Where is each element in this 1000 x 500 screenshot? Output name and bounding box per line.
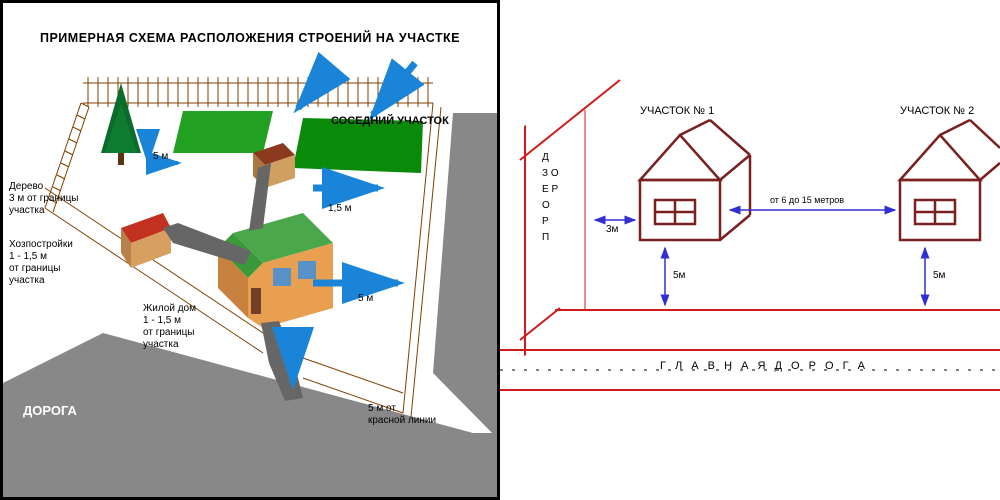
outbuilding-icon [121, 213, 171, 268]
dim2: 1,5 м [328, 203, 352, 215]
tree-icon [101, 83, 141, 165]
tree-text: Дерево 3 м от границы участка [9, 181, 79, 217]
right-diagram: УЧАСТОК № 1 УЧАСТОК № 2 от 6 до 15 метро… [500, 0, 1000, 500]
dist-3m: 3м [606, 224, 618, 236]
house-icon [218, 213, 333, 328]
plot1-title: УЧАСТОК № 1 [640, 105, 714, 118]
house-2-icon [900, 120, 1000, 240]
dist-5m-2: 5м [933, 270, 945, 282]
side-road-label: ДЗ ОЕ РОРП [542, 150, 559, 246]
left-title: ПРИМЕРНАЯ СХЕМА РАСПОЛОЖЕНИЯ СТРОЕНИЙ НА… [40, 31, 460, 45]
dim1: 5 м [153, 151, 168, 163]
dist-5m-1: 5м [673, 270, 685, 282]
road-label: ДОРОГА [23, 403, 77, 419]
neighbor-label: СОСЕДНИЙ УЧАСТОК [331, 115, 449, 128]
main-road-label: Г Л А В Н А Я Д О Р О Г А [660, 360, 868, 373]
path-3 [249, 163, 271, 231]
left-diagram: ПРИМЕРНАЯ СХЕМА РАСПОЛОЖЕНИЯ СТРОЕНИЙ НА… [0, 0, 500, 500]
house-1-icon [640, 120, 750, 240]
dim-arrows [595, 210, 925, 305]
outbuilding-text: Хозпостройки 1 - 1,5 м от границы участк… [9, 239, 73, 287]
dim3: 5 м [358, 293, 373, 305]
dist-between: от 6 до 15 метров [770, 195, 844, 206]
grass-1 [173, 111, 273, 153]
house-text: Жилой дом 1 - 1,5 м от границы участка [143, 303, 196, 351]
road-right [433, 113, 497, 438]
plot2-title: УЧАСТОК № 2 [900, 105, 974, 118]
right-svg [500, 0, 1000, 500]
redline-label: 5 м от красной линии [368, 403, 436, 427]
